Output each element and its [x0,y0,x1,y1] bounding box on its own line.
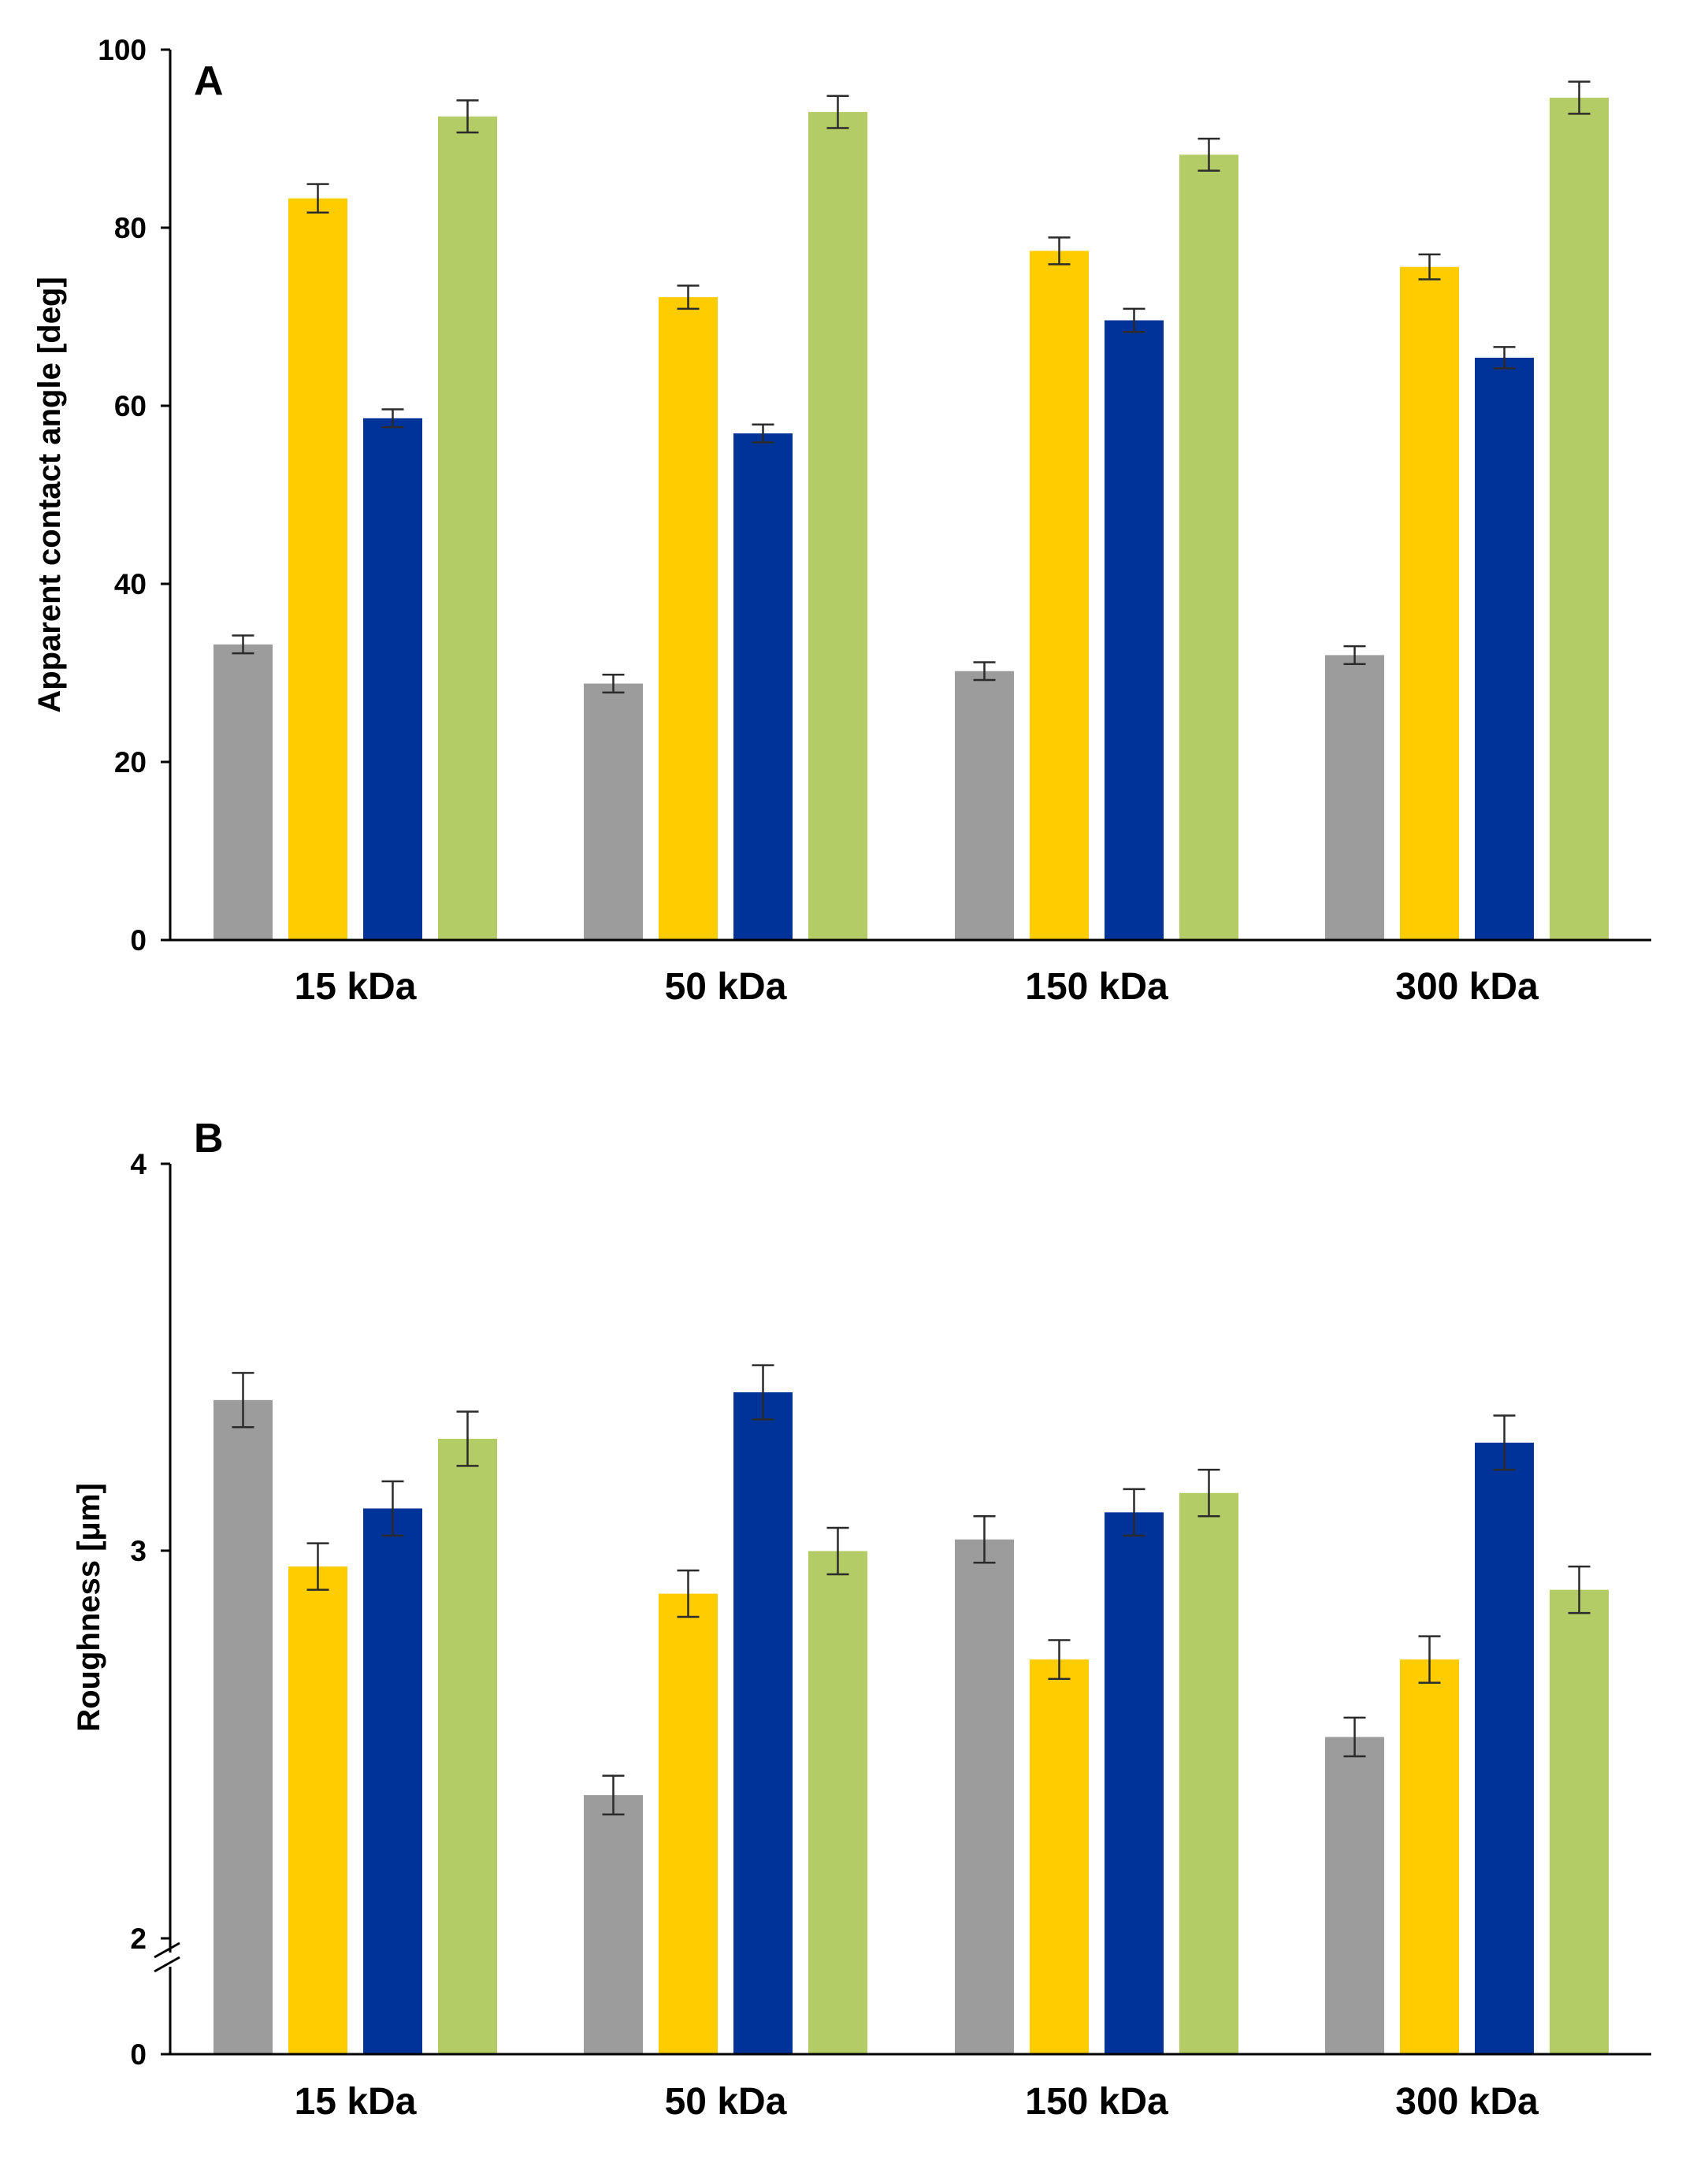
bar-b-series-3-300-kda [1475,1442,1534,2054]
bar-b-series-4-300-kda [1550,1589,1609,2054]
error-bar-a-series-3-1 [752,423,774,444]
bar-b-series-2-300-kda [1400,1659,1459,2054]
error-bar-b-series-4-1 [826,1526,849,1576]
category-label-a: 300 kDa [1395,966,1539,1008]
axis-break-b [154,1941,180,1973]
error-bar-b-series-1-0 [232,1372,254,1429]
error-bar-b-series-3-0 [381,1480,404,1537]
category-label-b: 300 kDa [1395,2081,1539,2123]
error-bar-b-series-1-1 [602,1774,625,1815]
bar-a-series-2-300-kda [1400,266,1459,941]
error-bar-a-series-1-3 [1343,645,1366,665]
category-label-a: 15 kDa [295,966,417,1008]
y-tick-label-a: 0 [130,924,147,957]
error-bar-b-series-1-2 [973,1515,996,1564]
error-bar-a-series-2-0 [306,183,329,214]
error-bar-a-series-2-2 [1048,236,1071,266]
bar-b-series-4-150-kda [1179,1492,1238,2054]
error-bar-a-series-4-0 [456,99,479,134]
error-bar-a-series-3-2 [1123,307,1145,333]
error-bar-b-series-2-3 [1418,1635,1441,1684]
bar-b-series-3-50-kda [733,1392,793,2054]
error-bar-a-series-4-1 [826,95,849,129]
error-bar-b-series-4-3 [1568,1565,1591,1614]
error-bar-b-series-3-3 [1493,1414,1516,1471]
error-bar-a-series-2-3 [1418,253,1441,281]
category-label-b: 150 kDa [1025,2081,1168,2123]
bar-b-series-1-15-kda [214,1399,273,2054]
bar-a-series-1-150-kda [955,671,1014,940]
error-bar-b-series-1-3 [1343,1716,1366,1758]
bar-b-series-4-15-kda [438,1438,497,2054]
y-axis-title-a: Apparent contact angle [deg] [32,277,67,712]
error-bar-b-series-3-2 [1123,1488,1145,1537]
bar-b-series-1-150-kda [955,1539,1014,2054]
bar-a-series-3-150-kda [1105,320,1164,940]
chart-panel-b: 0 2 3 4 15 kDa 50 kDa 150 kDa 300 kDa B Roughness… [72,1116,1651,2123]
error-bar-b-series-2-1 [677,1569,700,1618]
error-bar-a-series-1-2 [973,661,996,682]
error-bar-a-series-1-0 [232,634,254,655]
y-tick-label-b: 2 [130,1923,147,1955]
error-bar-b-series-2-0 [306,1542,329,1591]
y-tick-label-a: 20 [114,746,147,778]
bar-a-series-3-50-kda [733,433,793,940]
bar-a-series-4-50-kda [808,112,867,941]
panel-label-a: A [194,58,224,104]
y-tick-label-b: 0 [130,2038,147,2071]
error-bar-a-series-3-0 [381,408,404,429]
bar-a-series-4-15-kda [438,116,497,940]
category-label-a: 150 kDa [1025,966,1168,1008]
y-tick-label-a: 100 [98,34,147,66]
y-tick-label-a: 80 [114,212,147,244]
category-label-b: 50 kDa [665,2081,787,2123]
bar-b-series-3-15-kda [363,1508,422,2054]
bar-a-series-3-300-kda [1475,357,1534,941]
bar-b-series-2-15-kda [288,1566,347,2054]
bar-a-series-1-15-kda [214,644,273,940]
bar-a-series-1-50-kda [584,683,643,940]
y-tick-label-b: 3 [130,1535,147,1567]
category-label-a: 50 kDa [665,966,787,1008]
error-bar-a-series-2-1 [677,284,700,310]
bar-b-series-4-50-kda [808,1551,867,2054]
bar-b-series-2-50-kda [659,1593,718,2054]
bar-a-series-4-150-kda [1179,154,1238,941]
y-tick-label-b: 4 [130,1148,147,1180]
error-bar-b-series-4-2 [1197,1469,1220,1518]
error-bar-b-series-3-1 [752,1364,774,1421]
bar-a-series-2-150-kda [1030,251,1089,940]
error-bar-a-series-1-1 [602,674,625,694]
bar-b-series-1-50-kda [584,1795,643,2054]
error-bar-a-series-4-3 [1568,80,1591,115]
bar-a-series-3-15-kda [363,418,422,940]
error-bar-a-series-4-2 [1197,137,1220,172]
y-tick-label-a: 60 [114,390,147,422]
error-bar-b-series-2-2 [1048,1639,1071,1680]
y-tick-label-a: 40 [114,568,147,600]
y-axis-title-b: Roughness [μm] [72,1483,106,1732]
panel-label-b: B [194,1116,224,1161]
bar-b-series-3-150-kda [1105,1512,1164,2054]
bar-a-series-2-50-kda [659,297,718,940]
bar-b-series-1-300-kda [1325,1737,1384,2054]
error-bar-a-series-3-3 [1493,346,1516,370]
chart-panel-a: 0 20 40 60 80 100 15 kDa 50 kDa 150 kDa 300 kDa A A… [32,34,1651,1008]
bar-a-series-4-300-kda [1550,98,1609,940]
bar-b-series-2-150-kda [1030,1659,1089,2054]
bar-a-series-2-15-kda [288,198,347,940]
bar-a-series-1-300-kda [1325,655,1384,940]
error-bar-b-series-4-0 [456,1410,479,1467]
category-label-b: 15 kDa [295,2081,417,2123]
